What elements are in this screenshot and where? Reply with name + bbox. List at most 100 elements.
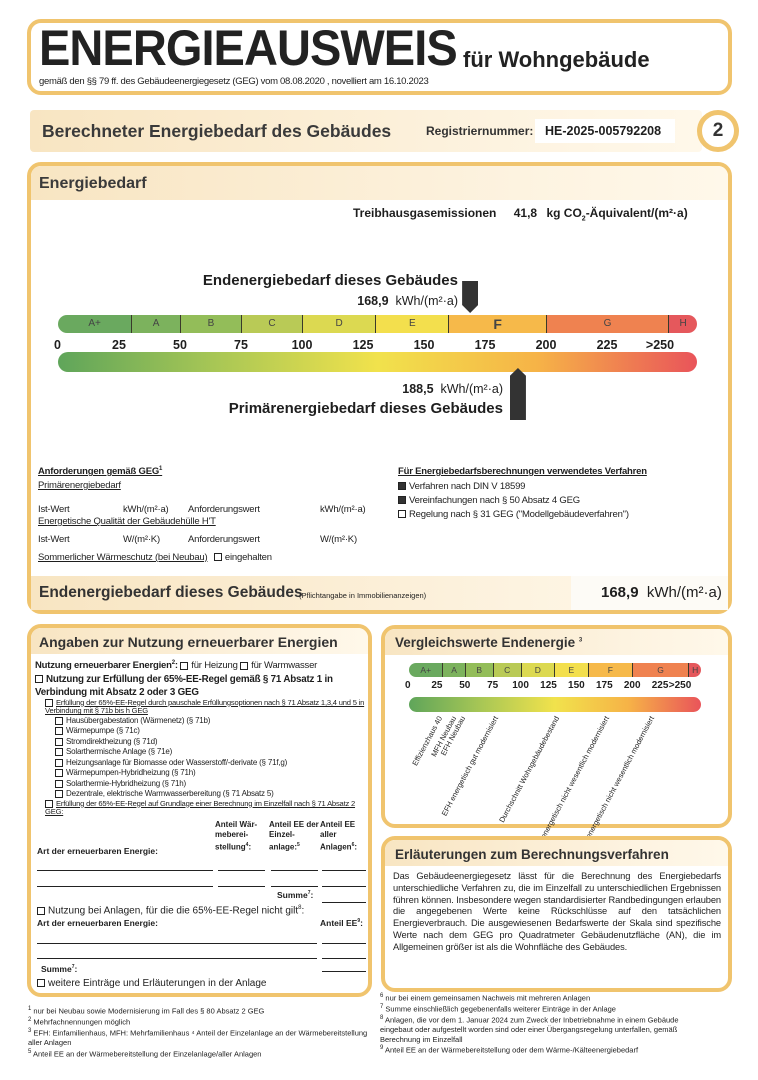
explanation-section: Erläuterungen zum Berechnungsverfahren D…	[381, 836, 732, 992]
scale-tick-label: 50	[459, 680, 471, 691]
ist-value-label: Ist-Wert	[38, 534, 70, 545]
scale-tick-label: 150	[413, 338, 435, 352]
scale-tick-label: 75	[487, 680, 499, 691]
ghg-label: Treibhausgasemissionen	[353, 206, 497, 220]
scale-tick-label: 225	[651, 680, 669, 691]
method-checkbox[interactable]	[398, 496, 406, 505]
summer-checkbox[interactable]	[213, 553, 222, 562]
document-title: ENERGIEAUSWEIS	[39, 20, 458, 76]
class-band-A: A	[442, 663, 465, 677]
envelope-heading: Energetische Qualität der Gebäudehülle H…	[38, 516, 216, 527]
footnote: 6 nur bei einem gemeinsamen Nachweis mit…	[380, 992, 710, 1003]
more-entries: weitere Einträge und Erläuterungen in de…	[37, 978, 266, 989]
renewable-usage: Nutzung erneuerbarer Energien2: für Heiz…	[35, 660, 318, 672]
option-checkbox[interactable]	[55, 737, 63, 746]
scale-tick-label: 75	[234, 338, 248, 352]
option-item: Stromdirektheizung (§ 71d)	[55, 737, 365, 748]
footnote-number: 3	[28, 1028, 32, 1034]
footnote-text: Anlagen, die vor dem 1. Januar 2024 zum …	[380, 1015, 679, 1044]
option-label: Wärmepumpe (§ 71c)	[66, 726, 140, 736]
option-label: Hausübergabestation (Wärmenetz) (§ 71b)	[66, 715, 211, 725]
col-type-2: Art der erneuerbaren Energie:	[37, 918, 158, 928]
class-band-A+: A+	[58, 315, 132, 333]
ghg-emissions: Treibhausgasemissionen 41,8 kg CO2-Äquiv…	[353, 206, 688, 222]
option-checkbox[interactable]	[55, 758, 63, 767]
title-box: ENERGIEAUSWEIS für Wohngebäude gemäß den…	[27, 19, 732, 95]
more-entries-checkbox[interactable]	[37, 979, 45, 988]
option-checkbox[interactable]	[55, 769, 63, 778]
footnote-number: 8	[380, 1015, 384, 1021]
scale-tick-label: 125	[540, 680, 557, 691]
method-item: Verfahren nach DIN V 18599	[398, 481, 647, 492]
class-band-G: G	[632, 663, 688, 677]
summer-protection: Sommerlicher Wärmeschutz (bei Neubau) ei…	[38, 552, 272, 563]
footnote: 7 Summe einschließlich gegebenenfalls we…	[380, 1003, 710, 1014]
option-item: Hausübergabestation (Wärmenetz) (§ 71b)	[55, 716, 365, 727]
option-checkbox[interactable]	[55, 779, 63, 788]
footnote-number: 2	[28, 1017, 32, 1023]
requirements-heading: Anforderungen gemäß GEG1	[38, 466, 163, 478]
section-heading: Berechneter Energiebedarf des Gebäudes	[42, 121, 392, 141]
option-label: Heizungsanlage für Biomasse oder Wassers…	[66, 757, 288, 767]
footnote-text: Summe einschließlich gegebenenfalls weit…	[383, 1004, 616, 1014]
renewables-section: Angaben zur Nutzung erneuerbarer Energie…	[27, 624, 372, 997]
rule65-checkbox[interactable]	[35, 675, 43, 684]
footnote: 1 nur bei Neubau sowie Modernisierung im…	[28, 1005, 373, 1016]
scale-tick-label: 175	[474, 338, 496, 352]
energy-demand-header: Energiebedarf	[31, 166, 728, 200]
final-energy-label: Endenergiebedarf dieses Gebäudes	[202, 272, 458, 289]
col-single-share: Anteil EE der Einzel-anlage:5	[269, 820, 319, 852]
method-item: Regelung nach § 31 GEG ("Modellgebäudeve…	[398, 509, 647, 520]
method-checkbox[interactable]	[398, 510, 406, 519]
other-usage-checkbox[interactable]	[37, 906, 45, 915]
option-label: Solarthermische Anlage (§ 71e)	[66, 747, 173, 757]
option-checkbox[interactable]	[55, 716, 63, 725]
footnote: 5 Anteil EE an der Wärmebereitstellung d…	[28, 1048, 373, 1059]
footnote: 8 Anlagen, die vor dem 1. Januar 2024 zu…	[380, 1014, 710, 1044]
col-all-share: Anteil EE aller Anlagen6:	[320, 820, 358, 852]
explanation-header: Erläuterungen zum Berechnungsverfahren	[385, 840, 728, 866]
scale-tick-label: 175	[595, 680, 613, 691]
class-band-D: D	[302, 315, 376, 333]
sum-label: Summe7:	[277, 890, 314, 900]
comparison-header: Vergleichswerte Endenergie 3	[385, 629, 728, 655]
method-label: Verfahren nach DIN V 18599	[409, 481, 526, 492]
method-label: Regelung nach § 31 GEG ("Modellgebäudeve…	[409, 509, 629, 520]
scale-tick-label: 150	[568, 680, 585, 691]
option-checkbox[interactable]	[55, 790, 63, 799]
footnotes-right: 6 nur bei einem gemeinsamen Nachweis mit…	[380, 992, 710, 1055]
footnote-text: Anteil EE an der Wärmebereitstellung ode…	[383, 1045, 639, 1055]
option-item: Wärmepumpe (§ 71c)	[55, 726, 365, 737]
option-checkbox[interactable]	[55, 748, 63, 757]
scale-tick-label: >250	[668, 680, 692, 691]
methods-block: Für Energiebedarfsberechnungen verwendet…	[398, 466, 647, 523]
flat-options-checkbox[interactable]	[45, 698, 53, 707]
col-type: Art der erneuerbaren Energie:	[37, 846, 158, 856]
final-energy-value: 168,9 kWh/(m²·a)	[357, 294, 458, 308]
class-band-G: G	[546, 315, 668, 333]
water-checkbox[interactable]	[240, 661, 249, 670]
option-item: Wärmepumpen-Hybridheizung (§ 71h)	[55, 768, 365, 779]
explanation-text: Das Gebäudeenergiegesetz lässt für die B…	[393, 871, 721, 952]
class-band-H: H	[688, 663, 702, 677]
ist-value-label: Ist-Wert	[38, 504, 70, 515]
heating-checkbox[interactable]	[180, 661, 189, 670]
footnote-text: EFH: Einfamilienhaus, MFH: Mehrfamilienh…	[28, 1028, 368, 1048]
class-band-E: E	[375, 315, 449, 333]
method-checkbox[interactable]	[398, 482, 406, 491]
col-heat-share: Anteil Wär-meberei-stellung4:	[215, 820, 258, 852]
option-checkbox[interactable]	[55, 727, 63, 736]
energy-demand-section: Energiebedarf Treibhausgasemissionen 41,…	[27, 162, 732, 614]
ghg-unit: kg CO2-Äquivalent/(m²·a)	[546, 206, 688, 223]
scale-gradient-bar	[409, 697, 702, 712]
registration-number: HE-2025-005792208	[535, 119, 675, 143]
energy-demand-heading: Energiebedarf	[39, 175, 147, 192]
class-band-D: D	[520, 663, 555, 677]
requirement-label: Anforderungswert	[188, 504, 260, 515]
class-band-A: A	[131, 315, 180, 333]
option-item: Heizungsanlage für Biomasse oder Wassers…	[55, 758, 365, 769]
method-item: Vereinfachungen nach § 50 Absatz 4 GEG	[398, 495, 647, 506]
primary-energy-marker-icon	[509, 368, 526, 420]
individual-calc-checkbox[interactable]	[45, 799, 53, 808]
document-subtitle: für Wohngebäude	[463, 47, 650, 72]
